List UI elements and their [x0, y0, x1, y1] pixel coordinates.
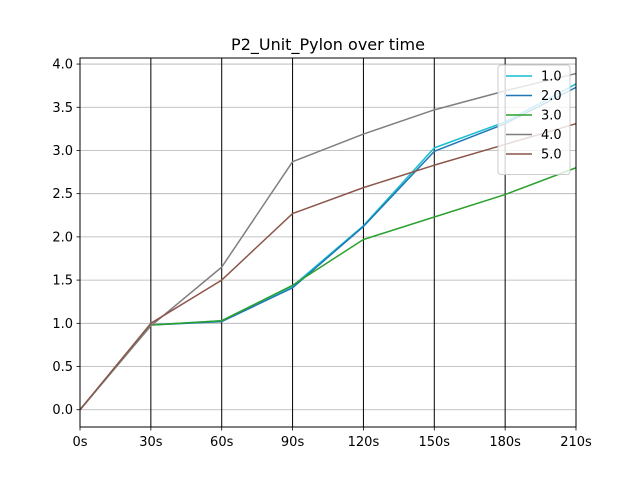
- y-tick-label: 0.0: [52, 403, 73, 418]
- series-lines: [79, 72, 577, 411]
- y-tick-label: 1.0: [52, 317, 73, 332]
- plot-frame: [79, 57, 577, 428]
- series-line-3-0: [79, 167, 577, 411]
- x-tick-label: 0s: [72, 435, 87, 450]
- legend-label: 1.0: [541, 70, 562, 85]
- y-tick-label: 4.0: [52, 58, 73, 73]
- legend-label: 4.0: [541, 128, 562, 143]
- legend-label: 5.0: [541, 148, 562, 163]
- x-tick-label: 60s: [210, 435, 234, 450]
- x-tick-label: 30s: [139, 435, 163, 450]
- y-tick-label: 0.5: [52, 360, 73, 375]
- x-tick-label: 90s: [281, 435, 305, 450]
- y-tick-label: 3.0: [52, 144, 73, 159]
- x-tick-label: 120s: [348, 435, 380, 450]
- x-tick-label: 210s: [560, 435, 592, 450]
- legend: 1.0 2.0 3.0 4.0 5.0: [497, 64, 571, 175]
- chart-title: P2_Unit_Pylon over time: [231, 35, 425, 55]
- axis-ticks: 0.0 0.5 1.0 1.5 2.0 2.5 3.0 3.5 4.0 0s 30s 60s 90s 12…: [52, 58, 592, 450]
- series-line-5-0: [79, 122, 577, 411]
- y-tick-label: 3.5: [52, 101, 73, 116]
- y-tick-label: 2.0: [52, 230, 73, 245]
- legend-label: 3.0: [541, 109, 562, 124]
- legend-box: [497, 64, 571, 175]
- legend-label: 2.0: [541, 89, 562, 104]
- x-tick-label: 180s: [489, 435, 521, 450]
- y-tick-label: 2.5: [52, 187, 73, 202]
- y-tick-label: 1.5: [52, 274, 73, 289]
- x-tick-label: 150s: [418, 435, 450, 450]
